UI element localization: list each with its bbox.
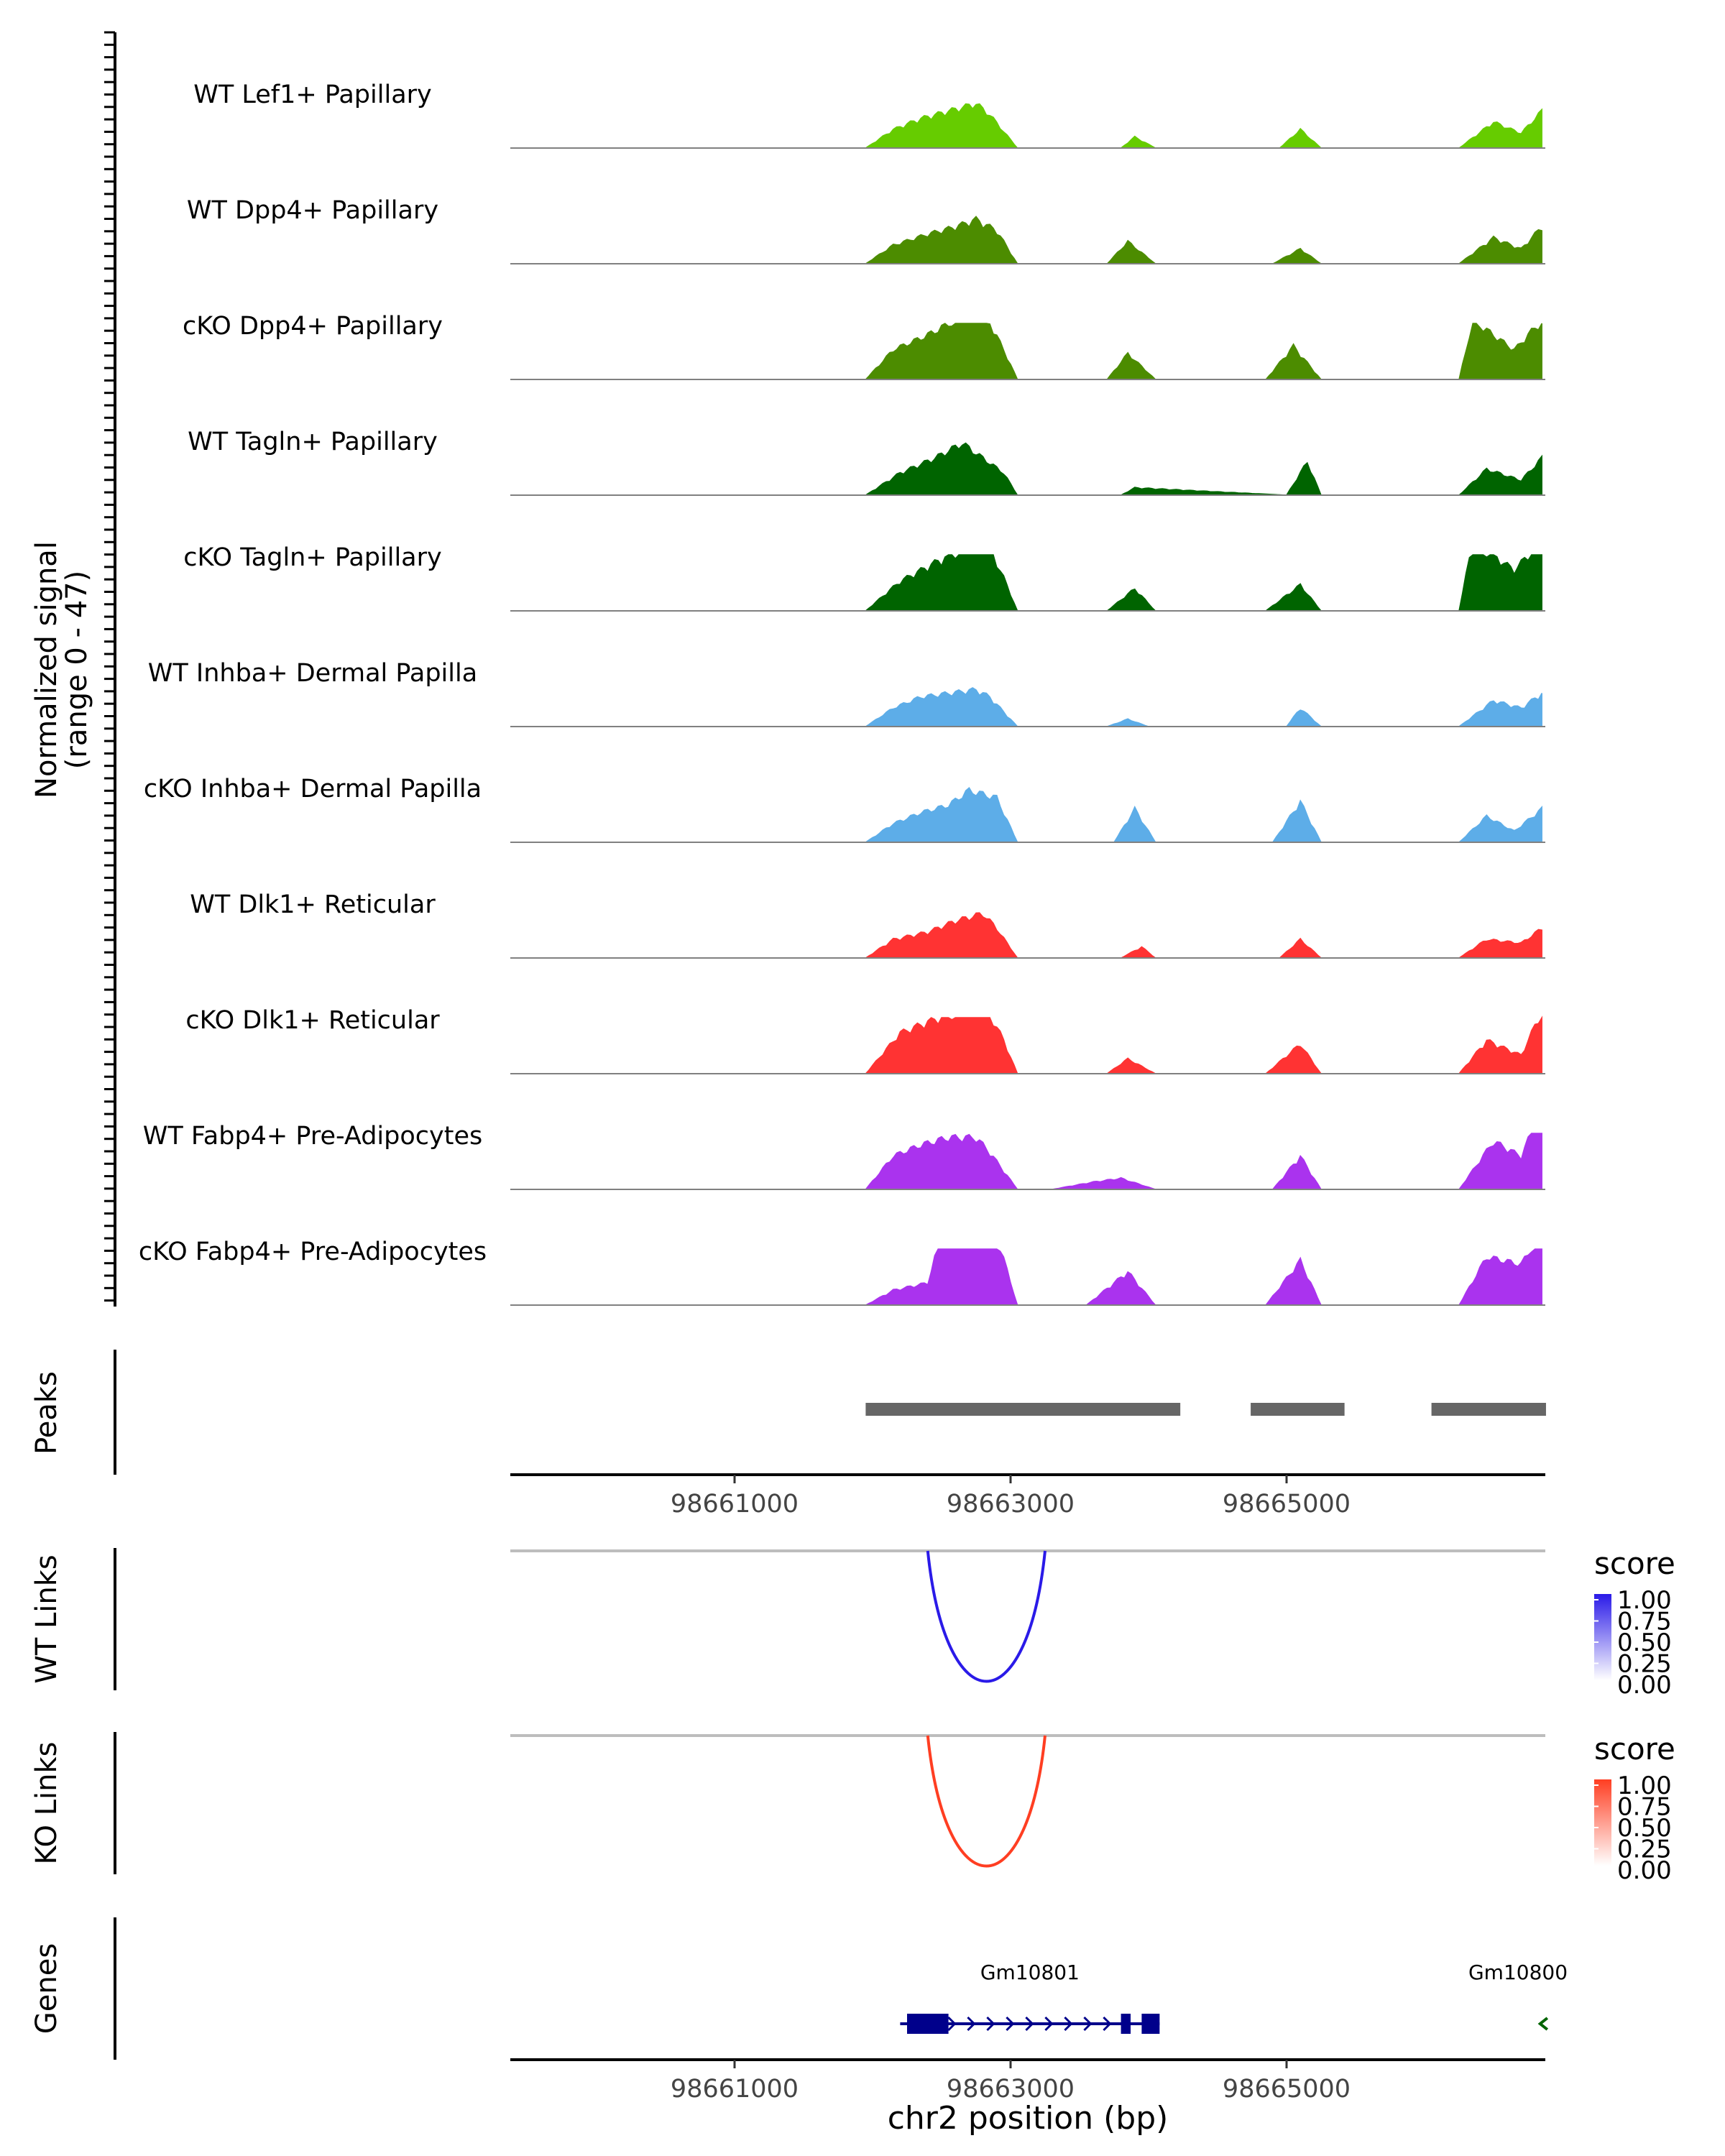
genes-y-axis-title: Genes [30,1943,63,2034]
gene-exon [1121,2014,1131,2034]
track-10: WT Fabp4+ Pre-Adipocytes [143,1122,1545,1190]
strand-arrow-icon [1537,2017,1549,2031]
track-label: WT Dlk1+ Reticular [190,890,436,919]
coverage-area [865,1248,1542,1306]
coverage-area [864,1015,1542,1074]
coverage-y-axis-title-line2: (range 0 - 47) [60,571,93,769]
coverage-y-ticks [104,31,115,1302]
track-label: WT Lef1+ Papillary [193,80,432,109]
gene-label: Gm10801 [980,1961,1080,1984]
peak-bar [1431,1403,1546,1416]
ko-legend-title: score [1594,1731,1675,1766]
track-4: WT Tagln+ Papillary [188,428,1545,496]
gene-exon [1141,2014,1160,2034]
track-label: WT Dpp4+ Papillary [187,196,438,225]
strand-arrow-icon [1083,2016,1092,2032]
genes-x-ticks: 98661000 98663000 98665000 [671,2060,1351,2104]
legend-tick-label: 0.00 [1617,1671,1672,1700]
x-tick-label: 98661000 [671,2075,799,2104]
legend-tick-label: 0.25 [1617,1835,1672,1864]
ko-links-y-axis-title: KO Links [30,1742,63,1865]
x-axis-title: chr2 position (bp) [888,2100,1169,2137]
legend-tick-label: 1.00 [1617,1772,1672,1800]
strand-arrow-icon [967,2016,976,2032]
track-label: WT Inhba+ Dermal Papilla [148,659,477,688]
x-tick-label: 98661000 [671,1490,799,1519]
peaks-panel: Peaks 98661000 98663000 98665000 [30,1350,1546,1519]
coverage-area [864,323,1542,380]
peaks-y-axis-title: Peaks [30,1371,63,1455]
track-label: cKO Inhba+ Dermal Papilla [144,775,482,803]
strand-arrow-icon [947,2016,957,2032]
coverage-area [863,687,1542,727]
strand-arrow-icon [1006,2016,1015,2032]
track-2: WT Dpp4+ Papillary [187,196,1545,264]
track-11: cKO Fabp4+ Pre-Adipocytes [139,1238,1545,1306]
ko-legend-ticks: 1.000.750.500.250.00 [1594,1772,1672,1885]
legend-tick-label: 0.75 [1617,1793,1672,1822]
wt-link-arc [926,1550,1046,1683]
coverage-panel: Normalized signal (range 0 - 47) WT Lef1… [30,31,1545,1307]
x-tick-label: 98665000 [1223,2075,1351,2104]
peak-bar [865,1403,1181,1416]
coverage-area [863,216,1542,264]
wt-legend-colorbar [1594,1594,1611,1680]
coverage-area [864,103,1542,149]
ko-link-arc [926,1735,1046,1868]
strand-arrow-icon [1064,2016,1073,2032]
x-tick-label: 98663000 [947,2075,1075,2104]
legend-tick-label: 1.00 [1617,1586,1672,1615]
coverage-y-axis-title-line1: Normalized signal [30,541,63,798]
x-tick-label: 98665000 [1223,1490,1351,1519]
gene-gm10800: Gm10800 [1468,1961,1568,2031]
ko-legend-colorbar [1594,1779,1611,1866]
coverage-area [864,1133,1542,1190]
track-label: cKO Fabp4+ Pre-Adipocytes [139,1238,487,1266]
peak-bars [865,1403,1546,1416]
wt-legend-title: score [1594,1546,1675,1581]
coverage-tracks: WT Lef1+ Papillary WT Dpp4+ Papillary cKO … [139,80,1545,1306]
coverage-area [863,442,1542,496]
legend-tick-label: 0.75 [1617,1608,1672,1636]
peaks-x-ticks: 98661000 98663000 98665000 [671,1475,1351,1519]
ko-links-panel: KO Links score 1.000.750.500.250.00 [30,1731,1675,1885]
x-tick-label: 98663000 [947,1490,1075,1519]
track-5: cKO Tagln+ Papillary [183,543,1545,612]
track-label: cKO Dpp4+ Papillary [183,312,443,341]
track-label: cKO Dlk1+ Reticular [185,1006,440,1035]
strand-arrow-icon [1025,2016,1034,2032]
track-1: WT Lef1+ Papillary [193,80,1545,149]
gene-gm10801: Gm10801 [900,1961,1160,2034]
wt-links-panel: WT Links score 1.000.750.500.250.00 [30,1546,1675,1700]
gene-exon [907,2014,949,2034]
track-6: WT Inhba+ Dermal Papilla [148,659,1545,727]
track-8: WT Dlk1+ Reticular [190,890,1545,959]
legend-tick-label: 0.00 [1617,1856,1672,1885]
track-label: WT Tagln+ Papillary [188,428,438,456]
legend-tick-label: 0.25 [1617,1650,1672,1679]
genes-panel: Genes Gm10801 Gm10800 98661000 98663000 986… [30,1917,1568,2137]
wt-links-y-axis-title: WT Links [30,1554,63,1683]
strand-arrow-icon [986,2016,995,2032]
track-label: cKO Tagln+ Papillary [183,543,442,572]
legend-tick-label: 0.50 [1617,1814,1672,1843]
track-3: cKO Dpp4+ Papillary [183,312,1545,380]
peak-bar [1251,1403,1345,1416]
legend-tick-label: 0.50 [1617,1628,1672,1657]
coverage-area [864,786,1542,843]
track-7: cKO Inhba+ Dermal Papilla [144,775,1545,843]
track-9: cKO Dlk1+ Reticular [185,1006,1545,1074]
gene-label: Gm10800 [1468,1961,1568,1984]
wt-legend-ticks: 1.000.750.500.250.00 [1594,1586,1672,1700]
track-label: WT Fabp4+ Pre-Adipocytes [143,1122,482,1151]
coverage-area [864,554,1542,612]
strand-arrow-icon [1044,2016,1054,2032]
strand-arrow-icon [1103,2016,1112,2032]
coverage-area [863,912,1542,959]
gene-models: Gm10801 Gm10800 [900,1961,1568,2034]
